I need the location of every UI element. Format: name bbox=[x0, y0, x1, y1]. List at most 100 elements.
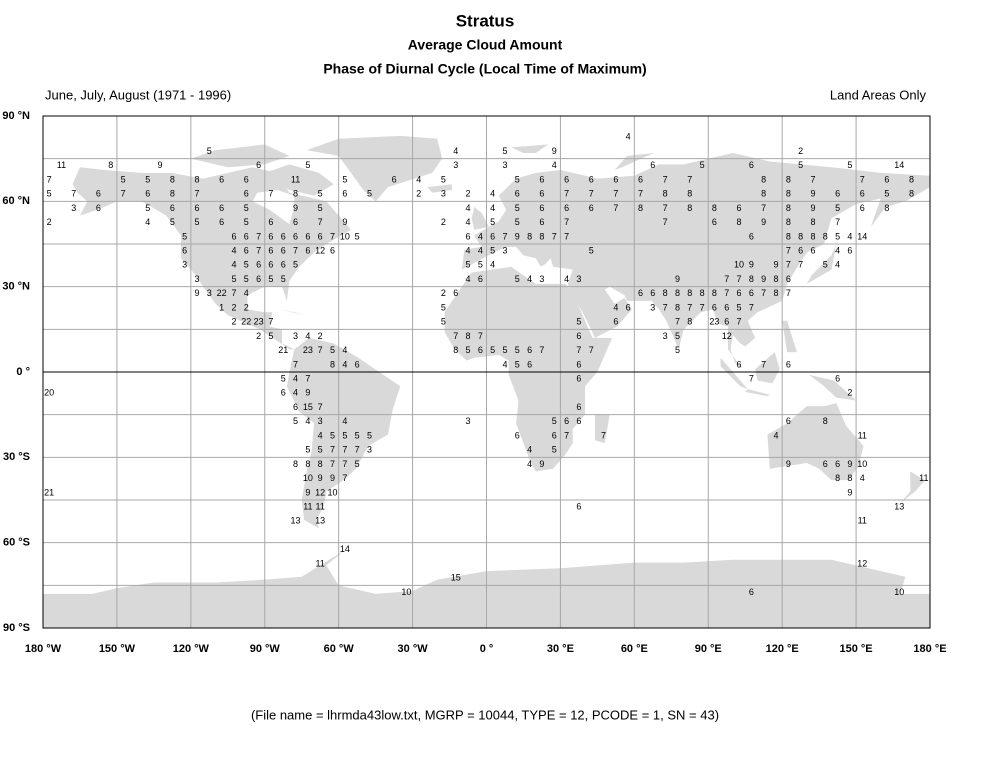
cell-value: 8 bbox=[663, 189, 668, 199]
cell-value: 7 bbox=[724, 288, 729, 298]
cell-value: 7 bbox=[231, 288, 236, 298]
cell-value: 4 bbox=[231, 245, 236, 255]
cell-value: 5 bbox=[293, 260, 298, 270]
cell-value: 8 bbox=[749, 274, 754, 284]
cell-value: 2 bbox=[318, 331, 323, 341]
cell-value: 6 bbox=[749, 231, 754, 241]
cell-value: 8 bbox=[909, 174, 914, 184]
x-tick-label: 180 °W bbox=[25, 643, 62, 655]
cell-value: 11 bbox=[57, 160, 66, 170]
cell-value: 4 bbox=[453, 146, 458, 156]
cell-value: 5 bbox=[355, 231, 360, 241]
cell-value: 10 bbox=[327, 487, 337, 497]
cell-value: 4 bbox=[490, 189, 495, 199]
cell-value: 2 bbox=[256, 331, 261, 341]
cell-value: 3 bbox=[539, 274, 544, 284]
cell-value: 7 bbox=[564, 231, 569, 241]
cell-value: 5 bbox=[515, 345, 520, 355]
x-tick-label: 150 °E bbox=[840, 643, 873, 655]
cell-value: 9 bbox=[318, 473, 323, 483]
cell-value: 4 bbox=[145, 217, 150, 227]
land-area bbox=[511, 144, 549, 153]
cell-value: 23 bbox=[709, 317, 719, 327]
cell-value: 4 bbox=[478, 231, 483, 241]
cell-value: 7 bbox=[256, 231, 261, 241]
y-tick-label: 60 °S bbox=[3, 537, 30, 549]
cell-value: 9 bbox=[675, 274, 680, 284]
cell-value: 5 bbox=[515, 359, 520, 369]
cell-value: 8 bbox=[687, 317, 692, 327]
cell-value: 10 bbox=[734, 260, 744, 270]
cell-value: 8 bbox=[687, 189, 692, 199]
x-tick-label: 90 °E bbox=[695, 643, 722, 655]
cell-value: 6 bbox=[749, 288, 754, 298]
x-tick-label: 30 °W bbox=[398, 643, 429, 655]
cell-value: 7 bbox=[675, 317, 680, 327]
cell-value: 6 bbox=[96, 189, 101, 199]
cell-value: 7 bbox=[761, 203, 766, 213]
cell-value: 8 bbox=[539, 231, 544, 241]
cell-value: 6 bbox=[194, 203, 199, 213]
cell-value: 6 bbox=[576, 373, 581, 383]
cell-value: 7 bbox=[737, 317, 742, 327]
cell-value: 6 bbox=[145, 189, 150, 199]
subtitle: Average Cloud Amount bbox=[408, 37, 563, 53]
cell-value: 6 bbox=[281, 245, 286, 255]
cell-value: 5 bbox=[281, 373, 286, 383]
cell-value: 8 bbox=[330, 359, 335, 369]
x-tick-label: 150 °W bbox=[99, 643, 136, 655]
cell-value: 8 bbox=[712, 203, 717, 213]
cell-value: 22 bbox=[217, 288, 227, 298]
cell-value: 7 bbox=[589, 189, 594, 199]
cell-value: 3 bbox=[207, 288, 212, 298]
cell-value: 9 bbox=[293, 203, 298, 213]
cell-value: 7 bbox=[835, 217, 840, 227]
cell-value: 7 bbox=[786, 260, 791, 270]
cell-value: 6 bbox=[564, 174, 569, 184]
cell-value: 6 bbox=[638, 288, 643, 298]
cell-value: 4 bbox=[318, 430, 323, 440]
cell-value: 12 bbox=[722, 331, 732, 341]
cell-value: 12 bbox=[857, 558, 867, 568]
cell-value: 4 bbox=[527, 274, 532, 284]
cell-value: 7 bbox=[71, 189, 76, 199]
cell-value: 10 bbox=[401, 587, 411, 597]
cell-value: 4 bbox=[231, 260, 236, 270]
cell-value: 5 bbox=[441, 302, 446, 312]
cell-value: 8 bbox=[318, 459, 323, 469]
cell-value: 6 bbox=[626, 302, 631, 312]
cell-value: 4 bbox=[626, 132, 631, 142]
cell-value: 9 bbox=[158, 160, 163, 170]
cell-value: 6 bbox=[724, 317, 729, 327]
cell-value: 4 bbox=[773, 430, 778, 440]
cell-value: 6 bbox=[219, 203, 224, 213]
cell-value: 2 bbox=[231, 302, 236, 312]
cell-value: 20 bbox=[44, 388, 54, 398]
cell-value: 7 bbox=[798, 260, 803, 270]
cell-value: 2 bbox=[466, 189, 471, 199]
cell-value: 12 bbox=[315, 245, 325, 255]
x-tick-label: 90 °W bbox=[250, 643, 281, 655]
cell-value: 5 bbox=[367, 189, 372, 199]
cell-value: 5 bbox=[675, 331, 680, 341]
cell-value: 6 bbox=[638, 174, 643, 184]
cell-value: 6 bbox=[182, 245, 187, 255]
cell-value: 5 bbox=[145, 174, 150, 184]
cell-value: 5 bbox=[194, 217, 199, 227]
cell-value: 6 bbox=[330, 245, 335, 255]
cell-value: 6 bbox=[589, 203, 594, 213]
cell-value: 8 bbox=[773, 274, 778, 284]
cell-value: 6 bbox=[835, 189, 840, 199]
cell-value: 9 bbox=[810, 203, 815, 213]
cell-value: 2 bbox=[416, 189, 421, 199]
cell-value: 5 bbox=[268, 331, 273, 341]
cell-value: 6 bbox=[256, 160, 261, 170]
cell-value: 14 bbox=[340, 544, 350, 554]
title: Stratus bbox=[456, 11, 515, 30]
cell-value: 3 bbox=[367, 445, 372, 455]
cell-value: 9 bbox=[847, 459, 852, 469]
cell-value: 5 bbox=[466, 260, 471, 270]
cell-value: 21 bbox=[278, 345, 288, 355]
cell-value: 12 bbox=[315, 487, 325, 497]
